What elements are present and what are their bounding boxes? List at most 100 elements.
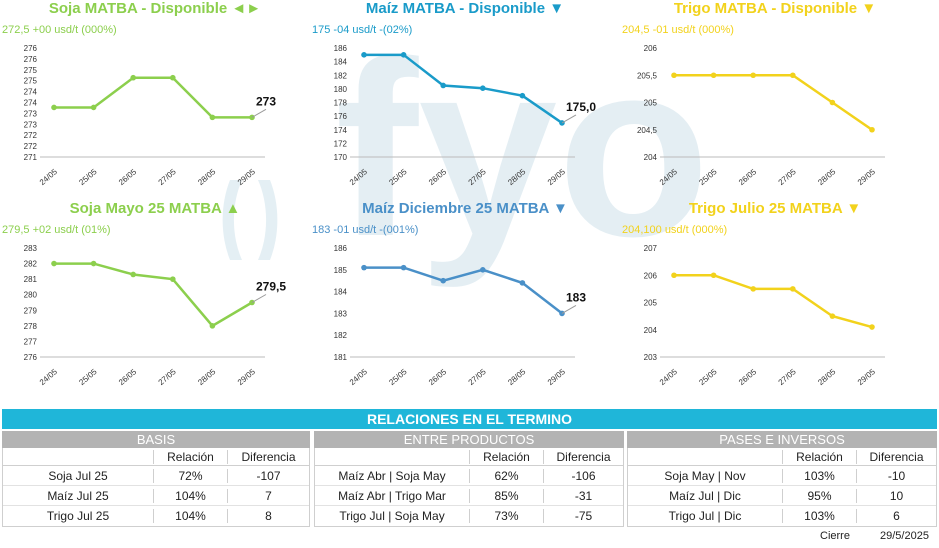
data-point xyxy=(361,264,367,271)
data-point xyxy=(519,280,526,286)
row-diferencia: 7 xyxy=(227,488,309,503)
table-row: Soja Jul 25 72% -107 xyxy=(3,466,309,486)
y-tick-label: 180 xyxy=(334,85,348,94)
data-point xyxy=(869,126,875,133)
row-relacion: 62% xyxy=(469,468,543,483)
y-tick-label: 185 xyxy=(334,266,348,275)
row-diferencia: -106 xyxy=(543,468,623,483)
y-tick-label: 204 xyxy=(644,326,658,335)
y-tick-label: 275 xyxy=(24,66,38,75)
chart-trigo-julio: Trigo Julio 25 MATBA ▼ 204,100 usd/t (000… xyxy=(620,200,930,400)
chart-plot: 170 172 174 176 178 180 182 184 186 24/05 25/05 26/… xyxy=(334,44,597,187)
x-tick-label: 25/05 xyxy=(77,167,99,187)
column-header-row: Relación Diferencia xyxy=(315,448,623,466)
x-tick-label: 27/05 xyxy=(157,167,179,187)
x-tick-label: 24/05 xyxy=(658,367,680,387)
data-point xyxy=(400,52,407,58)
x-tick-label: 27/05 xyxy=(467,367,489,387)
data-point xyxy=(170,276,176,282)
chart-subtitle: 204,100 usd/t (000%) xyxy=(622,224,728,236)
row-relacion: 104% xyxy=(153,509,227,523)
y-tick-label: 182 xyxy=(334,71,348,80)
footer-label: Cierre xyxy=(820,530,850,542)
column-header-relacion: Relación xyxy=(782,449,856,464)
chart-subtitle: 279,5 +02 usd/t (01%) xyxy=(2,224,111,236)
y-tick-label: 276 xyxy=(24,55,38,64)
data-point xyxy=(790,72,796,79)
row-label: Soja May | Nov xyxy=(664,468,746,483)
chart-soja-disponible: Soja MATBA - Disponible ◄► 272,5 +00 usd/… xyxy=(0,0,310,200)
column-header-relacion: Relación xyxy=(469,449,543,464)
row-relacion: 104% xyxy=(153,488,227,503)
section-heading: BASIS xyxy=(2,431,310,448)
row-diferencia: 8 xyxy=(227,509,309,523)
y-tick-label: 178 xyxy=(334,99,348,108)
row-relacion: 73% xyxy=(469,509,543,523)
chart-title: Trigo MATBA - Disponible ▼ xyxy=(673,0,877,17)
x-tick-label: 28/05 xyxy=(506,367,528,387)
row-diferencia: 10 xyxy=(856,488,936,503)
chart-maiz-diciembre: Maíz Diciembre 25 MATBA ▼ 183 -01 usd/t -… xyxy=(310,200,620,400)
y-tick-label: 206 xyxy=(644,271,658,280)
row-label: Trigo Jul | Soja May xyxy=(339,509,445,523)
section-body: Relación Diferencia Maíz Abr | Soja May 62%… xyxy=(314,448,624,527)
column-header-diferencia: Diferencia xyxy=(227,449,309,464)
y-tick-label: 283 xyxy=(24,244,38,253)
data-point xyxy=(400,264,407,271)
section-heading: ENTRE PRODUCTOS xyxy=(314,431,624,448)
chart-soja-mayo: Soja Mayo 25 MATBA ▲ 279,5 +02 usd/t (01%… xyxy=(0,200,310,400)
row-label: Maíz Abr | Soja May xyxy=(338,468,446,483)
end-label-leader xyxy=(251,108,267,118)
column-header-diferencia: Diferencia xyxy=(856,449,936,464)
row-diferencia: -75 xyxy=(543,509,623,523)
x-tick-label: 25/05 xyxy=(387,167,409,187)
data-point xyxy=(710,272,717,279)
data-point xyxy=(440,277,446,284)
chart-subtitle: 204,5 -01 usd/t (000%) xyxy=(622,24,734,36)
end-label-leader xyxy=(561,304,577,314)
y-tick-label: 205 xyxy=(644,99,658,108)
series-line xyxy=(364,53,563,124)
series-line xyxy=(54,76,252,119)
section-heading: PASES E INVERSOS xyxy=(627,431,937,448)
y-tick-label: 276 xyxy=(24,353,38,362)
chart-plot: 204 204,5 205 205,5 206 24/05 25/05 26/05 27/05 2… xyxy=(637,44,885,187)
data-point xyxy=(51,104,57,111)
chart-plot: 203 204 205 206 207 24/05 25/05 26/05 27/05 28/05… xyxy=(644,244,885,387)
x-tick-label: 24/05 xyxy=(348,167,370,187)
data-point xyxy=(90,260,97,267)
data-point xyxy=(361,52,367,58)
column-header-row: Relación Diferencia xyxy=(628,448,936,466)
data-point xyxy=(671,72,677,79)
y-tick-label: 176 xyxy=(334,112,348,121)
data-point xyxy=(480,85,486,91)
table-row: Trigo Jul 25 104% 8 xyxy=(3,506,309,526)
row-relacion: 103% xyxy=(782,468,856,483)
x-tick-label: 26/05 xyxy=(117,367,139,387)
chart-title: Soja MATBA - Disponible ◄► xyxy=(48,0,262,17)
column-header-relacion: Relación xyxy=(153,449,227,464)
chart-title: Maíz Diciembre 25 MATBA ▼ xyxy=(362,200,568,217)
data-point xyxy=(209,323,216,329)
x-tick-label: 28/05 xyxy=(196,167,218,187)
data-point xyxy=(170,74,176,81)
end-value-label: 279,5 xyxy=(256,280,286,294)
y-tick-label: 182 xyxy=(334,331,348,340)
x-tick-label: 24/05 xyxy=(658,167,680,187)
end-value-label: 175,0 xyxy=(566,100,596,114)
table-row: Maíz Abr | Soja May 62% -106 xyxy=(315,466,623,486)
row-relacion: 85% xyxy=(469,488,543,503)
data-point xyxy=(130,271,136,278)
data-point xyxy=(519,92,526,99)
y-tick-label: 170 xyxy=(334,153,348,162)
x-tick-label: 29/05 xyxy=(236,167,258,187)
column-header-row: Relación Diferencia xyxy=(3,448,309,466)
data-point xyxy=(869,324,875,330)
chart-maiz-disponible: Maíz MATBA - Disponible ▼ 175 -04 usd/t -… xyxy=(310,0,620,200)
x-tick-label: 27/05 xyxy=(467,167,489,187)
x-tick-label: 24/05 xyxy=(348,367,370,387)
x-tick-label: 26/05 xyxy=(737,367,759,387)
x-tick-label: 26/05 xyxy=(117,167,139,187)
data-point xyxy=(559,310,565,317)
x-tick-label: 25/05 xyxy=(697,167,719,187)
